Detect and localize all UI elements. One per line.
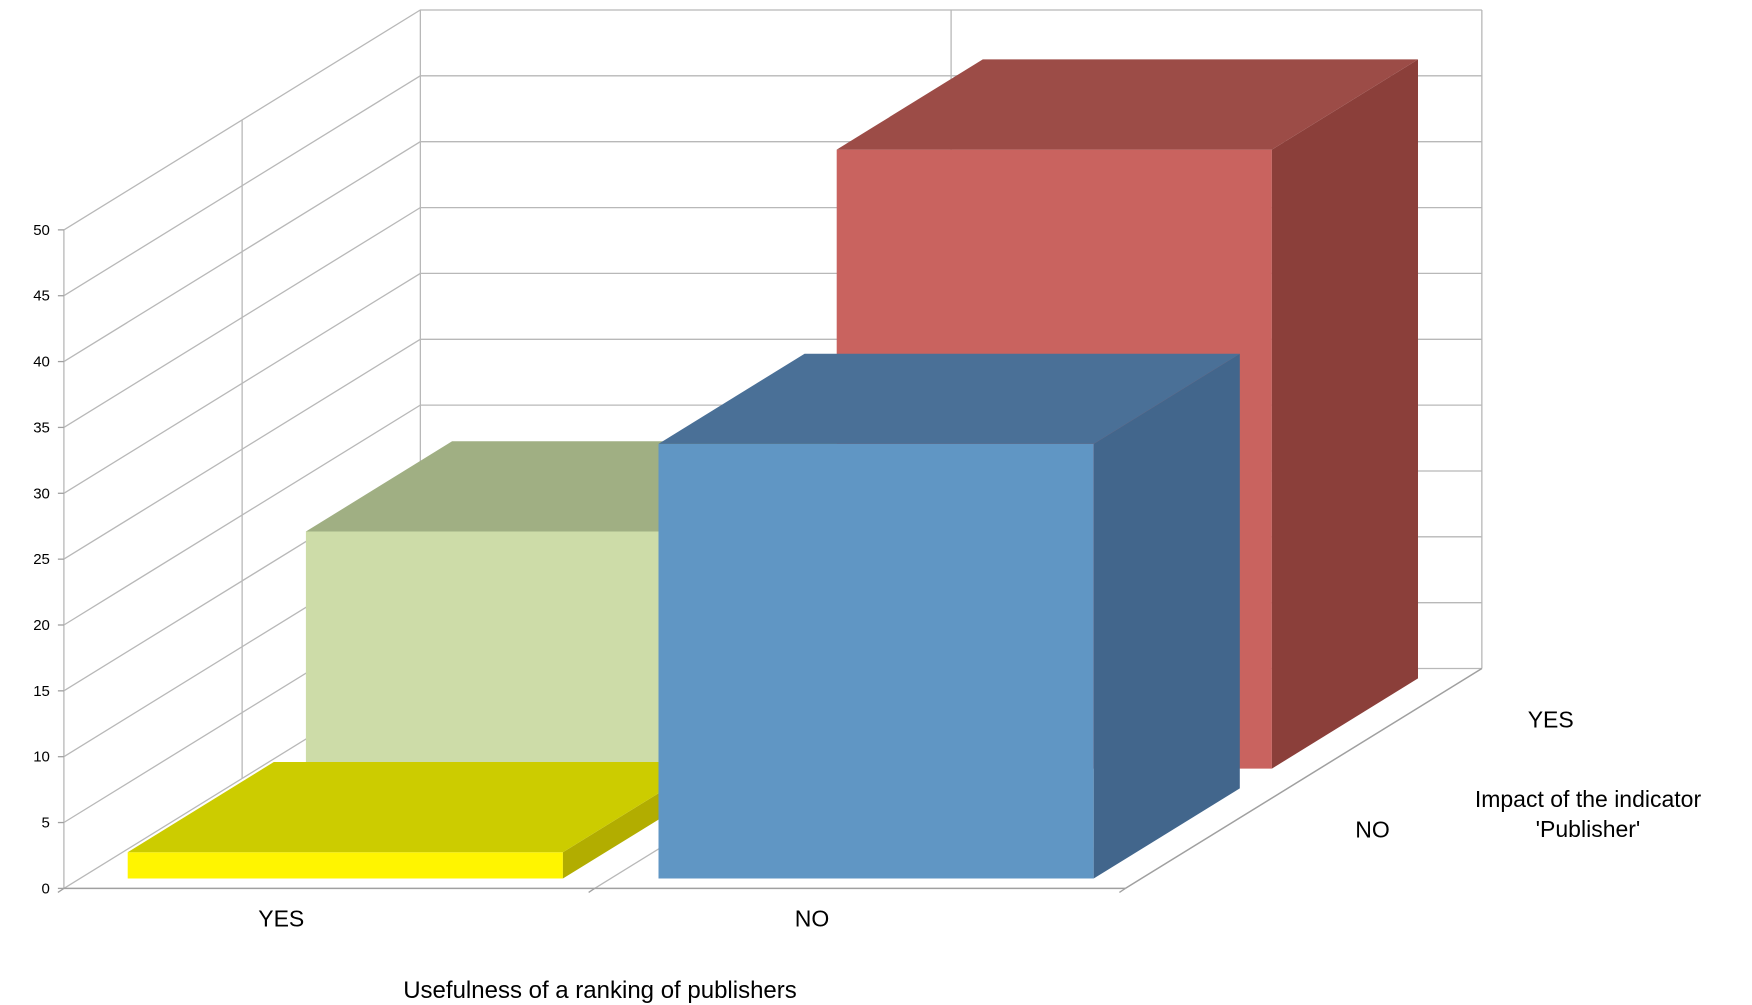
bar-front-face [127,852,563,879]
gridline [63,9,1482,231]
x-tick-label: YES [258,905,304,931]
z-tick-label: YES [1528,706,1574,732]
bar-top-face [836,59,1418,150]
y-tick-label: 35 [33,419,50,436]
z-tick-labels: NO YES [1355,706,1573,842]
axes [57,229,1483,893]
z-axis-line [1125,667,1483,890]
bar-top-face [658,353,1240,444]
y-tick-label: 5 [42,815,50,832]
x-tick-labels: YES NO [258,905,829,931]
bar-front-face [658,443,1094,879]
y-tick-label: 50 [33,222,50,239]
y-tick-label: 40 [33,354,50,371]
z-axis-label-line: 'Publisher' [1536,816,1641,842]
bar-front-face [305,531,742,769]
y-tick-label: 30 [33,485,50,502]
bar-yes-no [127,762,710,879]
y-tick-label: 0 [42,880,50,897]
x-axis-label: Usefulness of a ranking of publishers [403,977,797,1004]
bars [127,59,1418,879]
x-axis-tick [57,887,65,893]
y-tick-label: 20 [33,617,50,634]
x-axis-tick [588,887,596,893]
bar-side-face [1093,353,1240,879]
z-tick-label: NO [1355,816,1390,842]
y-tick-label: 10 [33,749,50,766]
bar-no-no [658,353,1240,879]
y-tick-label: 15 [33,683,50,700]
y-tick-label: 25 [33,551,50,568]
y-tick-label: 45 [33,288,50,305]
z-axis-label: Impact of the indicator 'Publisher' [1475,786,1702,842]
y-tick-labels: 0 5 10 15 20 25 30 35 40 45 50 [33,222,50,898]
z-axis-label-line: Impact of the indicator [1475,786,1702,812]
bar-side-face [1271,59,1418,769]
bar-top-face [127,762,710,853]
x-tick-label: NO [795,905,830,931]
x-axis-tick [1119,887,1126,893]
